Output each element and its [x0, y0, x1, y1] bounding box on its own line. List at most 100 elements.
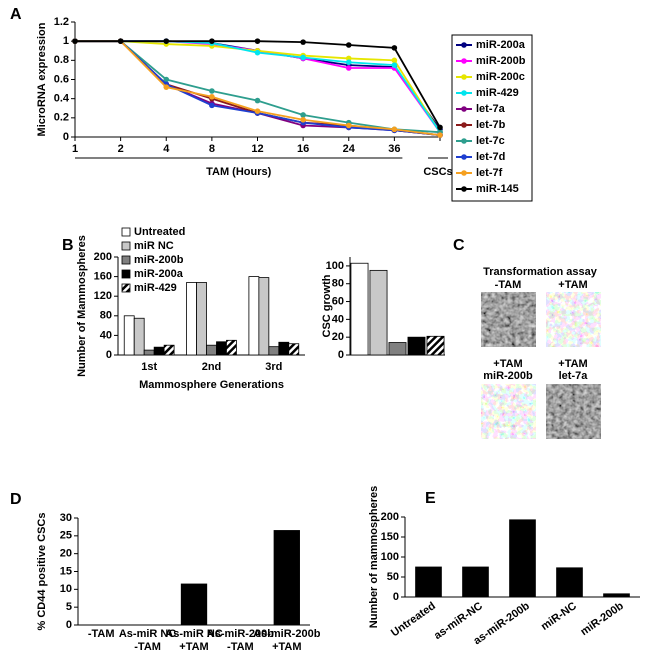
- x-tick-label: miR-200b: [578, 600, 626, 638]
- image-label: +TAM: [493, 358, 522, 370]
- y-tick-label: 40: [100, 329, 112, 341]
- y-tick-label: 0.6: [54, 73, 69, 85]
- y-tick-label: 0.2: [54, 112, 69, 124]
- legend-label: let-7d: [476, 151, 505, 163]
- y-tick-label: 120: [94, 290, 112, 302]
- micrograph: [546, 384, 601, 439]
- panel-c: C Transformation assay -TAM +TAM +TAM mi…: [453, 237, 601, 439]
- marker: [345, 42, 352, 48]
- image-label: -TAM: [495, 279, 522, 291]
- marker: [437, 132, 443, 138]
- legend-label: let-7a: [476, 103, 506, 115]
- bar: [216, 341, 227, 356]
- legend-label: miR-200c: [476, 71, 525, 83]
- image-label: miR-200b: [483, 370, 533, 382]
- x-tick-label: -TAM: [88, 628, 115, 640]
- x-tick-label: Untreated: [389, 600, 438, 639]
- x-tick-label: -TAM: [227, 641, 254, 653]
- x-tick-label: 1st: [141, 361, 157, 373]
- x-tick-label: 12: [251, 143, 263, 155]
- marker: [391, 45, 398, 51]
- bar: [248, 276, 260, 356]
- marker: [254, 38, 261, 44]
- legend-label: let-7b: [476, 119, 506, 131]
- panel-letter: D: [10, 491, 22, 508]
- x-tick-label: +TAM: [179, 641, 208, 653]
- bar: [288, 343, 300, 356]
- bar: [509, 519, 536, 598]
- legend-marker: [461, 58, 467, 64]
- legend-label: miR-145: [476, 183, 519, 195]
- legend-marker: [461, 106, 467, 112]
- bar: [426, 335, 445, 356]
- micrograph: [481, 292, 536, 347]
- y-tick-label: 150: [381, 531, 399, 543]
- micrograph: [546, 292, 601, 347]
- marker: [209, 93, 215, 100]
- marker: [300, 39, 306, 45]
- x-tick-label: As-miR-200b: [207, 628, 275, 640]
- y-axis-label: % CD44 positive CSCs: [36, 513, 48, 631]
- legend-label: let-7c: [476, 135, 505, 147]
- y-axis-label: MicroRNA expression: [36, 22, 48, 136]
- bar: [196, 282, 207, 356]
- bar: [153, 346, 165, 356]
- y-tick-label: 100: [381, 551, 399, 563]
- bar: [133, 317, 145, 356]
- x-tick-label: As-miR-200b: [253, 628, 321, 640]
- panel-letter: B: [62, 237, 74, 254]
- marker: [254, 97, 261, 104]
- marker: [209, 38, 215, 44]
- bar: [226, 339, 237, 356]
- y-tick-label: 30: [60, 512, 72, 524]
- marker: [163, 84, 170, 90]
- legend-label: miR-429: [476, 87, 519, 99]
- bar: [258, 277, 270, 356]
- marker: [209, 102, 215, 109]
- x-tick-label: 8: [209, 143, 215, 155]
- x-tick-label: As-miR NC: [119, 628, 177, 640]
- legend-swatch: [121, 255, 131, 265]
- y-tick-label: 0: [338, 349, 344, 361]
- bar: [186, 282, 197, 356]
- y-tick-label: 40: [332, 313, 344, 325]
- marker: [72, 38, 78, 44]
- bar: [462, 566, 489, 598]
- bar: [603, 593, 630, 598]
- y-tick-label: 1: [63, 35, 69, 47]
- x-tick-label: 24: [343, 143, 356, 155]
- legend-marker: [461, 154, 467, 160]
- bar: [123, 315, 135, 356]
- group-label: TAM (Hours): [206, 166, 272, 178]
- marker: [254, 49, 261, 56]
- legend-label: miR-200b: [134, 254, 184, 266]
- y-tick-label: 0.4: [54, 93, 70, 105]
- image-label: +TAM: [558, 279, 587, 291]
- marker: [345, 55, 352, 62]
- y-tick-label: 20: [60, 548, 72, 560]
- bar: [369, 269, 388, 356]
- legend-label: miR-200a: [476, 39, 526, 51]
- legend-marker: [461, 170, 467, 176]
- x-tick-label: +TAM: [272, 641, 301, 653]
- bar: [268, 346, 280, 356]
- bar: [350, 262, 369, 356]
- legend-label: miR NC: [134, 240, 174, 252]
- legend-swatch: [121, 227, 131, 237]
- bar: [415, 566, 442, 598]
- x-axis-label: Mammosphere Generations: [139, 379, 284, 391]
- legend-label: miR-200b: [476, 55, 526, 67]
- legend-label: let-7f: [476, 167, 503, 179]
- y-axis-label: Number of mammospheres: [368, 486, 380, 628]
- legend-label: miR-429: [134, 282, 177, 294]
- panel-letter: E: [425, 490, 436, 507]
- marker: [391, 62, 398, 68]
- y-tick-label: 10: [60, 583, 72, 595]
- marker: [117, 38, 124, 44]
- y-tick-label: 50: [387, 571, 399, 583]
- legend-marker: [461, 186, 467, 192]
- y-tick-label: 160: [94, 271, 112, 283]
- panel-title: Transformation assay: [483, 266, 598, 278]
- x-tick-label: miR-NC: [539, 600, 579, 633]
- y-tick-label: 5: [66, 601, 72, 613]
